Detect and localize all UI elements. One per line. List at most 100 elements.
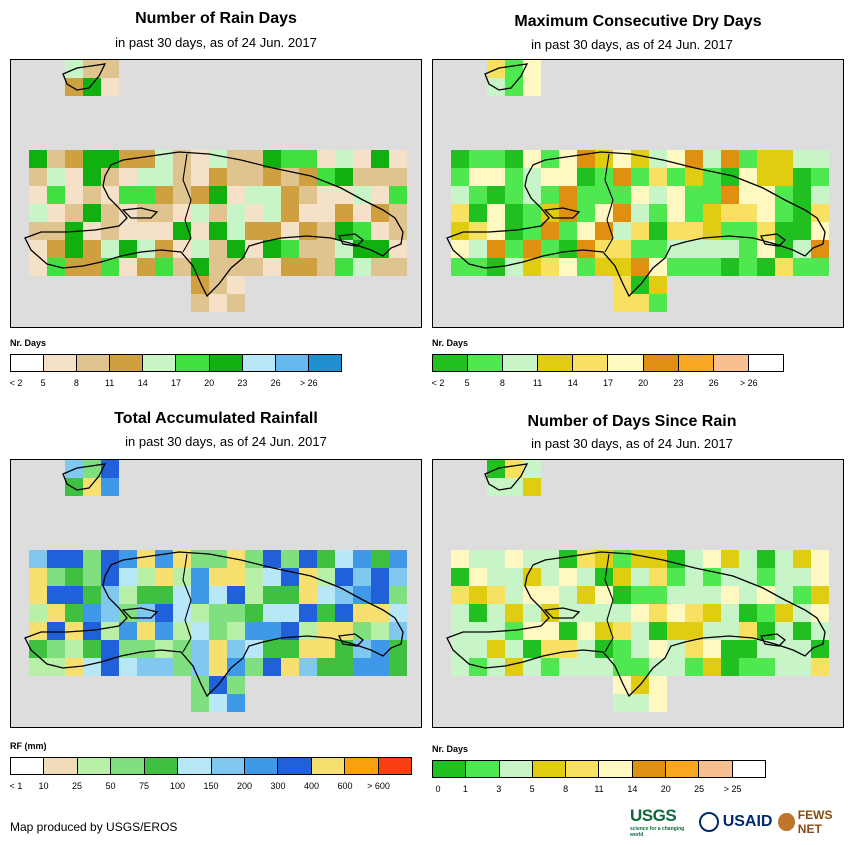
grid-cell xyxy=(505,604,523,622)
legend-swatch xyxy=(732,761,765,777)
grid-cell xyxy=(47,186,65,204)
legend-swatch xyxy=(643,355,679,371)
grid-cell xyxy=(793,622,811,640)
grid-cell xyxy=(649,568,667,586)
grid-cell xyxy=(487,168,505,186)
grid-cell xyxy=(317,622,335,640)
coastline xyxy=(484,63,529,91)
grid-cell xyxy=(281,204,299,222)
map-max-dry-days xyxy=(432,59,844,328)
grid-cell xyxy=(757,222,775,240)
grid-cell xyxy=(353,622,371,640)
grid-cell xyxy=(631,294,649,312)
coastline xyxy=(121,607,159,619)
grid-cell xyxy=(191,694,209,712)
grid-cell xyxy=(209,694,227,712)
grid-cell xyxy=(389,204,407,222)
legend-label: 20 xyxy=(204,378,215,388)
legend-label: 5 xyxy=(464,378,470,388)
grid-cell xyxy=(83,78,101,96)
grid-cell xyxy=(523,460,541,478)
grid-cell xyxy=(209,222,227,240)
grid-cell xyxy=(227,694,245,712)
coastline xyxy=(338,233,364,247)
grid-cell xyxy=(389,640,407,658)
legend-2-labels: < 2 5 8 11 14 17 20 23 26 > 26 xyxy=(432,378,784,390)
grid-cell xyxy=(155,640,173,658)
grid-cell xyxy=(451,186,469,204)
grid-cell xyxy=(389,550,407,568)
grid-cell xyxy=(613,640,631,658)
grid-cell xyxy=(667,150,685,168)
grid-cell xyxy=(83,60,101,78)
fews-net-logo: FEWS NET xyxy=(778,808,854,836)
grid-cell xyxy=(83,568,101,586)
grid-cell xyxy=(371,150,389,168)
grid-cell xyxy=(65,550,83,568)
grid-cell xyxy=(101,168,119,186)
grid-cell xyxy=(523,204,541,222)
grid-cell xyxy=(469,586,487,604)
grid-cell xyxy=(227,186,245,204)
legend-label: 3 xyxy=(496,784,502,794)
legend-4-title: Nr. Days xyxy=(432,744,469,754)
grid-cell xyxy=(613,294,631,312)
grid-cell xyxy=(65,78,83,96)
grid-cell xyxy=(631,168,649,186)
grid-cell xyxy=(451,240,469,258)
grid-cell xyxy=(281,222,299,240)
legend-label: 100 xyxy=(169,781,186,791)
panel-2-subtitle: in past 30 days, as of 24 Jun. 2017 xyxy=(531,37,733,52)
grid-cell xyxy=(353,186,371,204)
legend-label: 300 xyxy=(270,781,286,791)
grid-cell xyxy=(505,622,523,640)
grid-cell xyxy=(649,604,667,622)
grid-cell xyxy=(505,240,523,258)
grid-cell xyxy=(505,658,523,676)
grid-cell xyxy=(227,586,245,604)
grid-cell xyxy=(299,640,317,658)
grid-cell xyxy=(631,586,649,604)
grid-cell xyxy=(775,150,793,168)
grid-cell xyxy=(685,568,703,586)
grid-cell xyxy=(505,640,523,658)
legend-swatch xyxy=(308,355,341,371)
grid-cell xyxy=(811,222,829,240)
legend-swatch xyxy=(538,355,574,371)
legend-swatch xyxy=(468,355,504,371)
legend-label: 75 xyxy=(138,781,150,791)
coastline xyxy=(760,233,786,247)
grid-cell xyxy=(631,568,649,586)
grid-cell xyxy=(227,276,245,294)
grid-cell xyxy=(703,204,721,222)
coastline xyxy=(24,551,404,698)
grid-cell xyxy=(83,478,101,496)
grid-cell xyxy=(47,622,65,640)
grid-cell xyxy=(137,150,155,168)
grid-cell xyxy=(335,168,353,186)
map-canvas xyxy=(24,60,407,312)
grid-cell xyxy=(541,258,559,276)
legend-swatch xyxy=(11,355,45,371)
grid-cell xyxy=(299,240,317,258)
grid-cell xyxy=(775,550,793,568)
grid-cell xyxy=(577,204,595,222)
grid-cell xyxy=(209,258,227,276)
grid-cell xyxy=(613,694,631,712)
grid-cell xyxy=(469,658,487,676)
panel-4-title: Number of Days Since Rain xyxy=(527,413,737,430)
grid-cell xyxy=(811,622,829,640)
grid-cell xyxy=(245,186,263,204)
grid-cell xyxy=(83,168,101,186)
grid-cell xyxy=(83,550,101,568)
grid-cell xyxy=(703,640,721,658)
legend-swatch xyxy=(178,758,212,774)
legend-label: 8 xyxy=(499,378,505,388)
legend-4-labels: 0 1 3 5 8 11 14 20 25 > 25 xyxy=(432,784,766,796)
grid-cell xyxy=(649,204,667,222)
grid-cell xyxy=(685,240,703,258)
grid-cell xyxy=(559,586,577,604)
grid-cell xyxy=(353,258,371,276)
grid-cell xyxy=(541,168,559,186)
grid-cell xyxy=(281,640,299,658)
